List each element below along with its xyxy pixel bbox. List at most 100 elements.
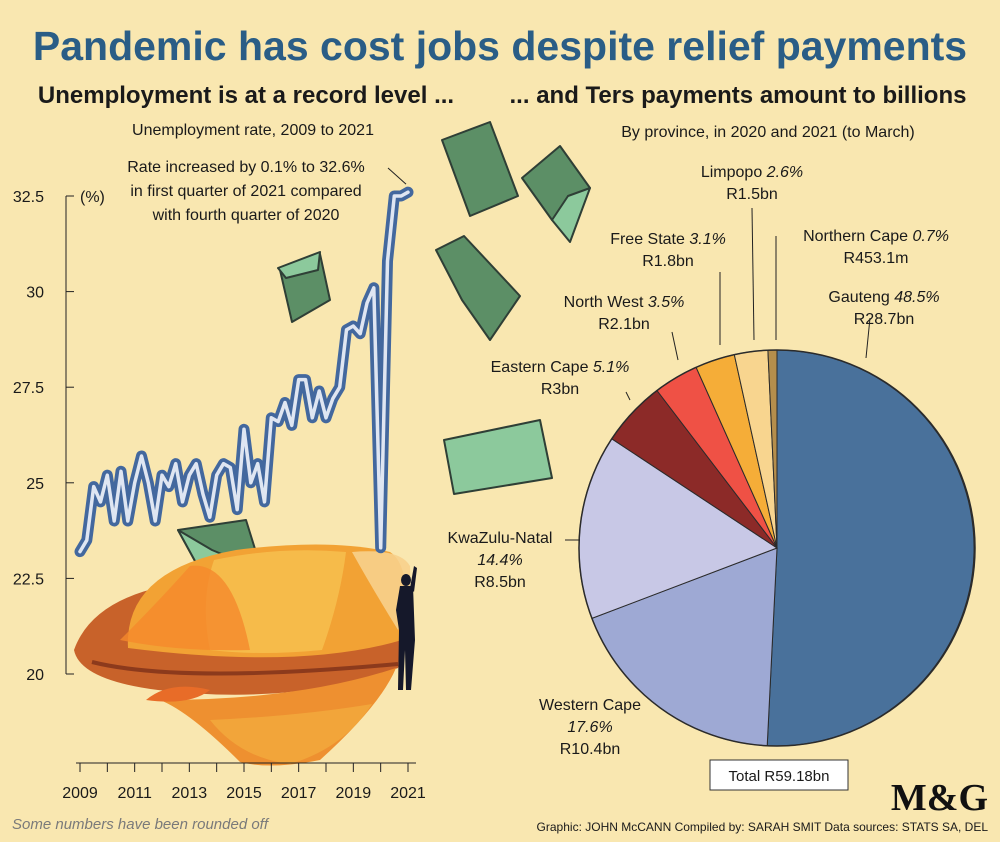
x-tick-label: 2009 — [62, 785, 98, 802]
line-point — [276, 420, 280, 423]
line-point — [324, 416, 328, 419]
line-point — [181, 500, 184, 504]
line-point — [297, 378, 300, 381]
pie-chart-labels: Gauteng 48.5% R28.7bn Western Cape 17.6% R10… — [448, 164, 949, 758]
line-point — [317, 389, 321, 393]
line-point — [222, 462, 225, 465]
line-point — [235, 508, 239, 511]
pie-label-north-west: North West 3.5% — [564, 294, 685, 311]
line-chart-annotation: Rate increased by 0.1% to 32.6% in first … — [127, 159, 407, 224]
pie-label-amount-northern-cape: R453.1m — [844, 250, 909, 267]
pie-label-amount-gauteng: R28.7bn — [854, 311, 915, 328]
pie-label-percent-eastern-cape: 5.1% — [593, 359, 629, 376]
x-tick-label: 2017 — [281, 785, 317, 802]
pie-label-amount-free-state: R1.8bn — [642, 253, 694, 270]
line-point — [174, 462, 177, 465]
pie-leader-limpopo — [751, 207, 755, 341]
line-point — [112, 519, 116, 523]
line-point — [92, 485, 95, 488]
pie-leader-eastern-cape — [625, 391, 631, 401]
y-axis-unit: (%) — [80, 189, 105, 206]
line-point — [338, 386, 341, 389]
pie-label-name-eastern-cape: Eastern Cape — [491, 359, 593, 376]
pie-leader-gauteng — [865, 317, 871, 359]
pie-label-percent-north-west: 3.5% — [648, 294, 684, 311]
y-tick-label: 25 — [26, 476, 44, 493]
y-tick-label: 32.5 — [13, 189, 44, 206]
footnote: Some numbers have been rounded off — [12, 816, 270, 833]
line-point — [256, 462, 259, 465]
line-point — [365, 301, 369, 305]
line-point — [194, 462, 198, 465]
x-tick-label: 2021 — [390, 785, 426, 802]
pie-label-name-western-cape: Western Cape — [539, 697, 641, 714]
pie-label-amount-western-cape: R10.4bn — [560, 741, 621, 758]
pie-outline — [578, 349, 976, 747]
pie-label-free-state: Free State 3.1% — [610, 231, 726, 248]
line-point — [399, 194, 403, 198]
y-tick-label: 20 — [26, 667, 44, 684]
pie-label-amount-north-west: R2.1bn — [598, 316, 650, 333]
line-point — [147, 481, 150, 484]
pie-chart-slices — [578, 349, 976, 747]
pie-label-percent-western-cape: 17.6% — [567, 719, 612, 736]
line-chart-tick-labels: 20 22.5 25 27.5 30 32.5 (%) 2009 2011 2013 2015 201… — [13, 189, 426, 802]
pie-label-amount-kwazulu-natal: R8.5bn — [474, 574, 526, 591]
line-point — [126, 519, 130, 523]
line-point — [153, 519, 157, 523]
pie-label-gauteng: Gauteng 48.5% — [828, 289, 939, 306]
line-point — [393, 194, 396, 198]
line-point — [290, 424, 294, 427]
annotation-line: with fourth quarter of 2020 — [152, 207, 340, 224]
pie-label-name-north-west: North West — [564, 294, 648, 311]
line-chart-axes — [65, 196, 416, 764]
pie-label-percent-free-state: 3.1% — [689, 231, 725, 248]
pie-chart-subtitle: By province, in 2020 and 2021 (to March) — [621, 124, 915, 141]
pie-label-amount-eastern-cape: R3bn — [541, 381, 579, 398]
line-point — [215, 473, 218, 477]
pie-label-name-free-state: Free State — [610, 231, 689, 248]
page-title: Pandemic has cost jobs despite relief pa… — [33, 23, 967, 69]
pie-label-percent-limpopo: 2.6% — [766, 164, 803, 181]
pie-label-name-gauteng: Gauteng — [828, 289, 894, 306]
y-tick-label: 30 — [26, 285, 44, 302]
pie-label-amount-limpopo: R1.5bn — [726, 186, 778, 203]
line-point — [283, 401, 287, 404]
line-point — [99, 500, 102, 504]
line-point — [311, 416, 314, 419]
annotation-line: in first quarter of 2021 compared — [130, 183, 361, 200]
line-point — [85, 538, 89, 542]
pie-label-name-kwazulu-natal: KwaZulu-Natal — [448, 530, 553, 547]
line-point — [379, 546, 382, 550]
line-point — [345, 328, 348, 332]
line-point — [140, 454, 143, 458]
line-point — [304, 378, 307, 381]
line-point — [160, 473, 164, 477]
x-tick-label: 2015 — [226, 785, 262, 802]
line-point — [331, 397, 335, 400]
line-point — [208, 516, 212, 519]
y-tick-label: 22.5 — [13, 571, 44, 588]
line-point — [263, 500, 266, 504]
y-tick-label: 27.5 — [13, 380, 44, 397]
line-point — [106, 473, 109, 477]
pie-label-name-limpopo: Limpopo — [701, 164, 767, 181]
pie-label-percent-kwazulu-natal: 14.4% — [477, 552, 522, 569]
publisher-logo: M&G — [891, 777, 988, 819]
line-point — [188, 473, 191, 477]
right-heading: ... and Ters payments amount to billions — [510, 82, 967, 109]
line-point — [386, 259, 389, 263]
hard-hat-illustration — [74, 544, 411, 766]
line-point — [201, 493, 205, 496]
pie-slice-gauteng — [766, 349, 975, 747]
pie-label-limpopo: Limpopo 2.6% — [701, 164, 803, 181]
pie-label-percent-gauteng: 48.5% — [894, 289, 939, 306]
line-point — [229, 466, 232, 469]
unemployment-line-outline — [74, 186, 414, 558]
pie-label-name-northern-cape: Northern Cape — [803, 228, 912, 245]
line-point — [372, 286, 376, 289]
left-heading: Unemployment is at a record level ... — [38, 82, 454, 109]
annotation-leader — [387, 167, 407, 185]
